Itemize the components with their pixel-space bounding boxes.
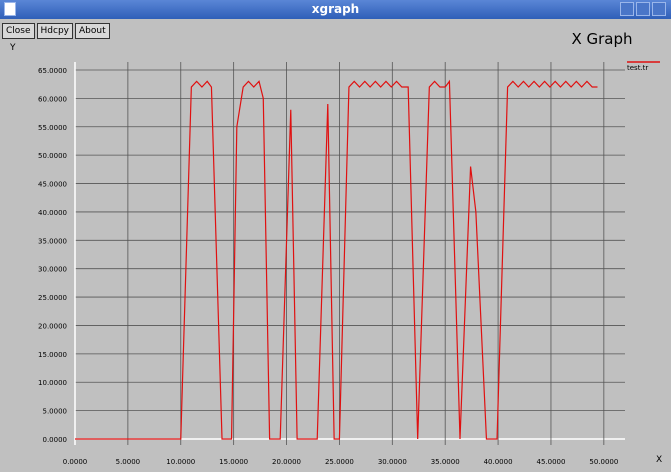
- y-axis-label: Y: [9, 43, 16, 53]
- x-tick-label: 15.0000: [219, 458, 248, 466]
- chart-title: X Graph: [571, 30, 632, 48]
- x-tick-label: 5.0000: [116, 458, 141, 466]
- y-tick-label: 60.0000: [38, 95, 67, 103]
- x-tick-label: 45.0000: [536, 458, 565, 466]
- hardcopy-button[interactable]: Hdcpy: [36, 23, 73, 39]
- x-tick-label: 35.0000: [431, 458, 460, 466]
- maximize-button[interactable]: [636, 2, 650, 16]
- title-bar: xgraph: [0, 0, 671, 19]
- y-tick-label: 45.0000: [38, 181, 67, 189]
- y-tick-label: 5.0000: [43, 408, 68, 416]
- y-tick-label: 10.0000: [38, 379, 67, 387]
- y-tick-label: 50.0000: [38, 152, 67, 160]
- x-tick-label: 30.0000: [378, 458, 407, 466]
- y-tick-label: 25.0000: [38, 294, 67, 302]
- window-title: xgraph: [311, 2, 360, 16]
- x-tick-label: 40.0000: [484, 458, 513, 466]
- about-button[interactable]: About: [75, 23, 110, 39]
- y-tick-label: 55.0000: [38, 124, 67, 132]
- y-tick-label: 0.0000: [43, 436, 68, 444]
- x-tick-label: 0.0000: [63, 458, 88, 466]
- y-tick-label: 35.0000: [38, 237, 67, 245]
- x-axis-label: X: [656, 455, 662, 465]
- legend-label: test.tr: [627, 64, 648, 72]
- y-tick-label: 65.0000: [38, 67, 67, 75]
- x-tick-label: 50.0000: [589, 458, 618, 466]
- data-line: [75, 79, 598, 440]
- y-tick-label: 15.0000: [38, 351, 67, 359]
- x-tick-label: 25.0000: [325, 458, 354, 466]
- minimize-button[interactable]: [620, 2, 634, 16]
- y-tick-label: 40.0000: [38, 209, 67, 217]
- window-icon: [4, 2, 16, 16]
- y-tick-label: 20.0000: [38, 322, 67, 330]
- x-tick-label: 20.0000: [272, 458, 301, 466]
- close-window-button[interactable]: [652, 2, 666, 16]
- y-tick-label: 30.0000: [38, 266, 67, 274]
- x-tick-label: 10.0000: [166, 458, 195, 466]
- toolbar: Close Hdcpy About: [2, 23, 110, 39]
- close-button[interactable]: Close: [2, 23, 35, 39]
